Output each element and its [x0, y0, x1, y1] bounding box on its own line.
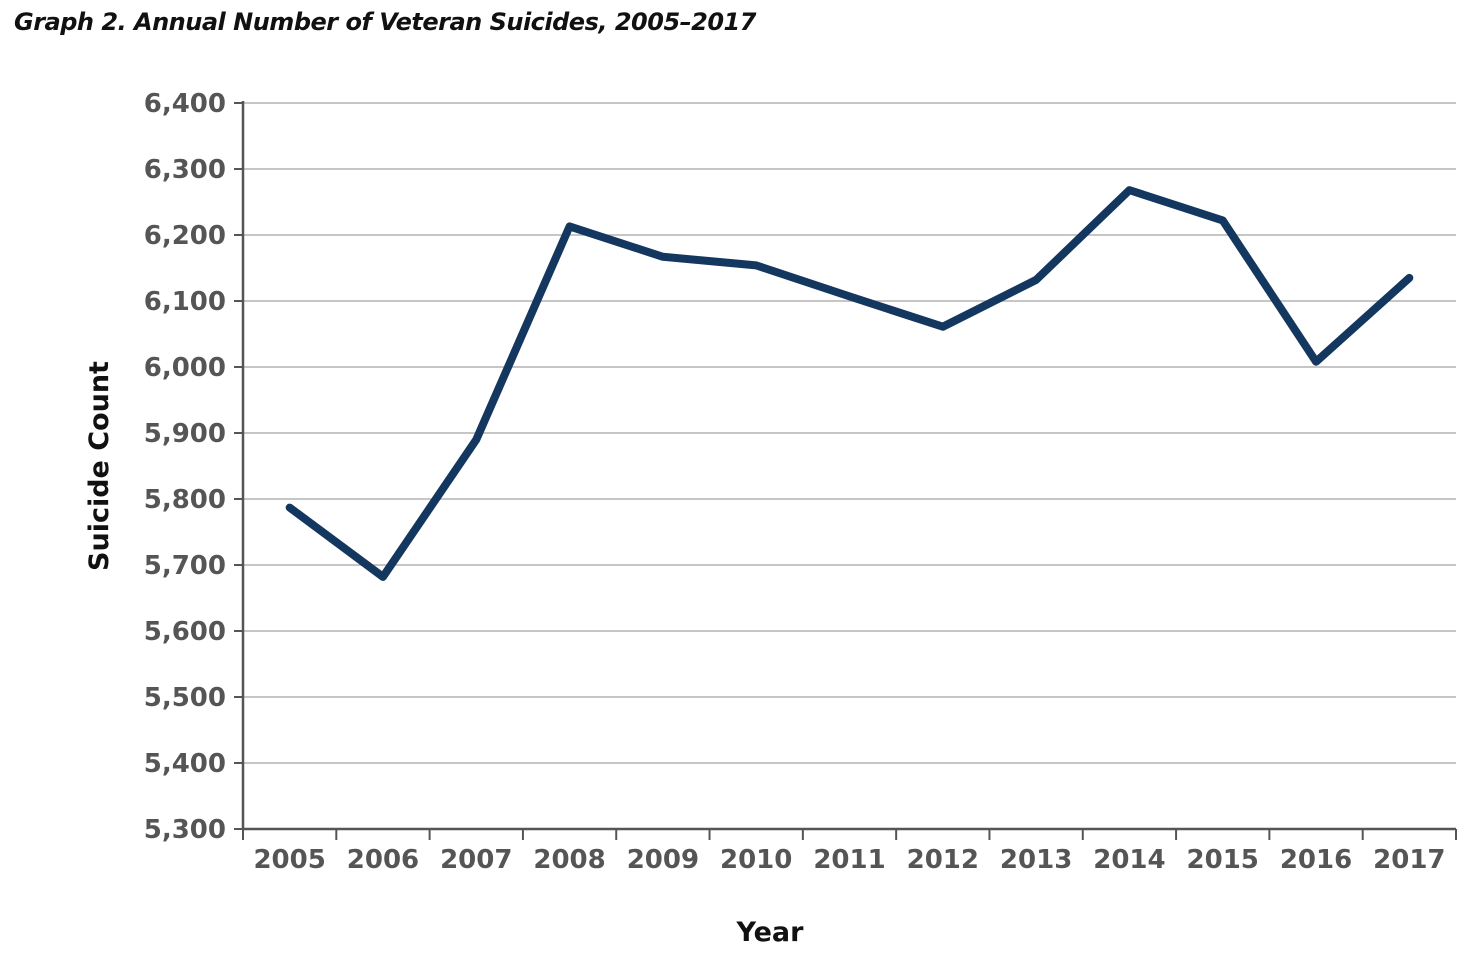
y-axis-title: Suicide Count: [84, 361, 115, 571]
data-point-2016: [1315, 361, 1317, 363]
x-axis-title: Year: [736, 917, 805, 948]
x-tick-label: 2005: [253, 845, 325, 875]
data-point-2013: [1035, 279, 1037, 281]
data-point-2006: [382, 576, 384, 578]
data-point-2015: [1222, 219, 1224, 221]
y-tick-label: 5,400: [144, 749, 226, 779]
data-point-2014: [1128, 189, 1130, 191]
series-line: [285, 186, 1414, 581]
data-point-2009: [662, 256, 664, 258]
x-tick-label: 2006: [347, 845, 419, 875]
x-tick-label: 2011: [813, 845, 885, 875]
x-tick-label: 2008: [533, 845, 605, 875]
x-tick-label: 2014: [1093, 845, 1165, 875]
y-tick-labels: 5,300 5,400 5,500 5,600 5,700 5,800 5,900 6,000…: [144, 89, 226, 845]
data-point-2017: [1408, 277, 1410, 279]
y-tick-label: 6,200: [144, 221, 226, 251]
x-tick-label: 2007: [440, 845, 512, 875]
x-tick-label: 2013: [1000, 845, 1072, 875]
y-tick-label: 5,500: [144, 683, 226, 713]
y-tick-label: 5,300: [144, 815, 226, 845]
y-tick-label: 6,000: [144, 353, 226, 383]
x-tick-label: 2015: [1187, 845, 1259, 875]
y-tick-label: 5,600: [144, 617, 226, 647]
gridlines: [243, 102, 1456, 764]
axes: [234, 101, 1457, 840]
data-point-2011: [849, 295, 850, 297]
x-tick-label: 2009: [627, 845, 699, 875]
x-tick-label: 2012: [907, 845, 979, 875]
y-tick-label: 5,700: [144, 551, 226, 581]
y-tick-label: 5,900: [144, 419, 226, 449]
x-tick-label: 2016: [1280, 845, 1352, 875]
data-point-2005: [289, 507, 291, 509]
y-tick-label: 6,400: [144, 89, 226, 119]
x-tick-label: 2010: [720, 845, 792, 875]
y-tick-label: 6,300: [144, 155, 226, 185]
data-point-2010: [755, 264, 757, 266]
x-tick-label: 2017: [1373, 845, 1445, 875]
series-layer: [285, 186, 1414, 581]
y-tick-label: 6,100: [144, 287, 226, 317]
x-tick-labels: 2005 2006 2007 2008 2009 2010 2011 2012 2013 2014…: [253, 845, 1445, 875]
y-tick-label: 5,800: [144, 485, 226, 515]
chart-title: Graph 2. Annual Number of Veteran Suicid…: [14, 8, 756, 36]
data-point-2012: [942, 326, 944, 328]
data-point-2007: [475, 439, 477, 441]
data-point-2008: [569, 225, 571, 227]
